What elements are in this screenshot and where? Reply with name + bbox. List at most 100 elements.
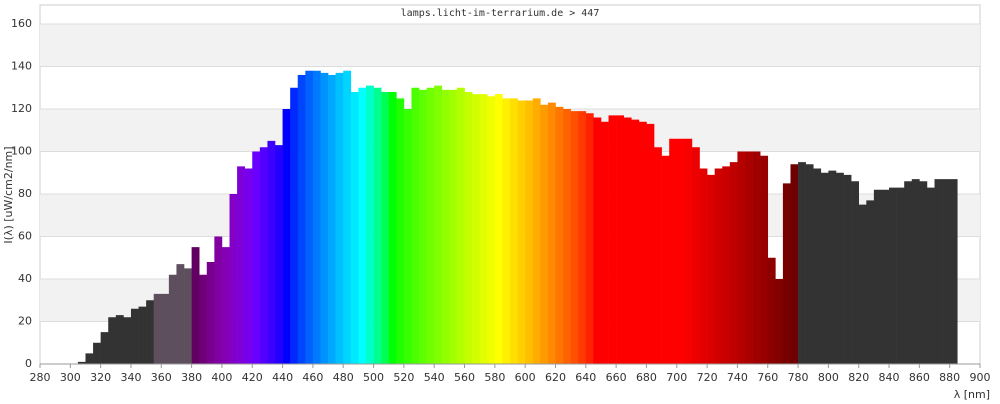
x-tick-label: 640 [575, 371, 596, 384]
spectrum-bar [737, 151, 746, 364]
spectrum-bar [449, 89, 458, 364]
spectrum-bar [305, 70, 314, 364]
spectrum-bar [585, 113, 594, 364]
spectrum-bar [419, 89, 427, 364]
chart-title: lamps.licht-im-terrarium.de > 447 [401, 8, 600, 19]
spectrum-bar [676, 138, 685, 364]
spectrum-bar [631, 119, 640, 364]
x-tick-label: 540 [424, 371, 445, 384]
spectrum-bar [547, 102, 556, 364]
spectrum-bar [130, 308, 139, 364]
x-tick-label: 400 [211, 371, 232, 384]
spectrum-bar [426, 87, 435, 364]
spectrum-bar [320, 72, 329, 364]
spectrum-bar [570, 111, 579, 364]
x-tick-label: 320 [90, 371, 111, 384]
y-axis-label: I(λ) [uW/cm2/nm] [2, 146, 15, 243]
x-tick-label: 740 [727, 371, 748, 384]
spectrum-bar [108, 317, 117, 364]
spectrum-bar [456, 87, 465, 364]
spectrum-bar [646, 123, 655, 364]
spectrum-bar [282, 109, 291, 364]
y-tick-label: 40 [18, 272, 32, 285]
spectrum-bar [214, 236, 223, 364]
spectrum-bar [229, 194, 238, 364]
spectrum-bar [593, 117, 602, 364]
spectrum-bar [472, 94, 480, 364]
spectrum-bar [244, 168, 253, 364]
spectrum-bar [934, 179, 943, 364]
spectrum-bar [669, 138, 678, 364]
spectrum-bar [312, 70, 321, 364]
x-tick-label: 840 [879, 371, 900, 384]
spectrum-bar [434, 85, 443, 364]
x-tick-label: 340 [120, 371, 141, 384]
y-tick-label: 60 [18, 230, 32, 243]
spectrum-bar [532, 98, 541, 364]
x-tick-label: 500 [363, 371, 384, 384]
spectrum-bar [654, 147, 662, 364]
spectrum-bar [396, 98, 405, 364]
x-tick-label: 560 [454, 371, 475, 384]
spectrum-bar [873, 189, 882, 364]
spectrum-bar [949, 179, 958, 364]
spectrum-bar [290, 87, 299, 364]
spectrum-bar [252, 151, 261, 364]
y-tick-label: 120 [11, 102, 32, 115]
x-tick-label: 300 [60, 371, 81, 384]
spectrum-bar [790, 164, 799, 364]
spectrum-bar [881, 189, 890, 364]
spectrum-bar [184, 268, 192, 364]
spectrum-bar [191, 247, 200, 364]
spectrum-bar [919, 181, 928, 364]
spectrum-bar [904, 181, 913, 364]
spectrum-bar [866, 200, 875, 364]
x-tick-label: 700 [666, 371, 687, 384]
spectrum-bar [752, 151, 761, 364]
spectrum-bar [168, 274, 177, 364]
spectrum-bar [942, 179, 950, 364]
spectrum-bar [775, 279, 784, 364]
x-tick-label: 480 [333, 371, 354, 384]
spectrum-bar [578, 111, 587, 364]
x-tick-label: 900 [970, 371, 991, 384]
x-tick-label: 760 [757, 371, 778, 384]
spectrum-bar [745, 151, 753, 364]
spectrum-bar [896, 187, 905, 364]
x-tick-label: 860 [909, 371, 930, 384]
spectrum-bar [335, 72, 344, 364]
spectrum-bar [843, 174, 852, 364]
spectrum-bar [767, 257, 776, 364]
x-tick-label: 620 [545, 371, 566, 384]
spectrum-bar [153, 293, 162, 364]
y-tick-label: 20 [18, 315, 32, 328]
y-tick-label: 100 [11, 145, 32, 158]
x-tick-label: 380 [181, 371, 202, 384]
spectrum-bar [441, 89, 450, 364]
spectrum-bar [760, 155, 769, 364]
spectrum-bar [267, 140, 276, 364]
spectrum-bar [623, 117, 632, 364]
x-tick-label: 680 [636, 371, 657, 384]
spectrum-bar [206, 262, 215, 364]
x-tick-label: 460 [302, 371, 323, 384]
spectrum-bar [146, 300, 155, 364]
spectrum-bar [563, 109, 571, 364]
y-tick-label: 160 [11, 17, 32, 30]
y-tick-label: 140 [11, 60, 32, 73]
spectrum-bar [297, 75, 306, 364]
spectrum-bar [487, 96, 496, 364]
spectrum-bar [691, 147, 700, 364]
spectrum-bar [540, 104, 549, 364]
spectrum-bar [411, 87, 420, 364]
spectrum-bar [85, 353, 94, 364]
spectrum-bar [237, 166, 245, 364]
spectrum-bar [123, 317, 132, 364]
x-tick-label: 820 [848, 371, 869, 384]
spectrum-bar [510, 98, 518, 364]
x-tick-label: 520 [393, 371, 414, 384]
spectrum-bar [115, 315, 124, 364]
spectrum-bar [365, 85, 374, 364]
spectrum-bar [358, 87, 367, 364]
